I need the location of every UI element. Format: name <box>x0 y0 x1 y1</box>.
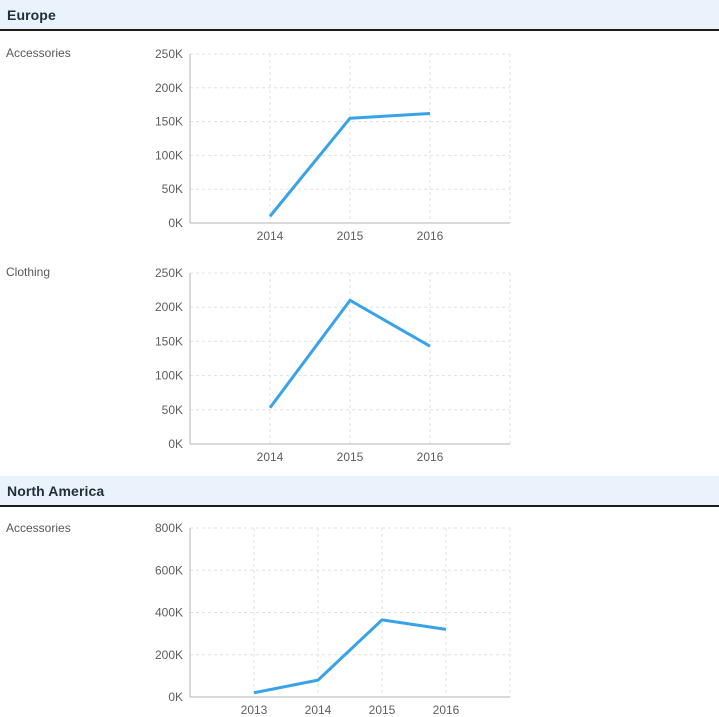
row-label-accessories: Accessories <box>6 46 71 60</box>
chart-box-na-accessories: 0K 200K 400K 600K 800K 2013 2014 2015 2016 <box>150 514 520 717</box>
x-tick-label: 2014 <box>257 229 284 243</box>
trend-line[interactable] <box>253 618 447 695</box>
line-chart-europe-accessories[interactable]: 0K 50K 100K 150K 200K 250K 2014 2015 2016 <box>150 40 520 248</box>
x-tick-label: 2016 <box>417 229 444 243</box>
y-tick-label: 0K <box>168 690 183 704</box>
line-chart-na-accessories[interactable]: 0K 200K 400K 600K 800K 2013 2014 2015 2016 <box>150 514 520 717</box>
y-tick-label: 250K <box>155 47 183 61</box>
x-tick-label: 2013 <box>241 703 268 717</box>
y-tick-label: 400K <box>155 606 183 620</box>
chart-box-europe-clothing: 0K 50K 100K 150K 200K 250K 2014 2015 2016 <box>150 259 520 474</box>
y-tick-label: 0K <box>168 437 183 451</box>
y-tick-label: 800K <box>155 521 183 535</box>
y-tick-label: 0K <box>168 216 183 230</box>
trend-line[interactable] <box>268 298 431 409</box>
axes <box>189 528 510 698</box>
y-tick-label: 50K <box>162 403 183 417</box>
x-tick-label: 2016 <box>433 703 460 717</box>
trend-line[interactable] <box>268 111 431 218</box>
section-title: North America <box>7 482 105 499</box>
y-tick-label: 200K <box>155 648 183 662</box>
y-tick-label: 100K <box>155 369 183 383</box>
axes <box>189 54 510 224</box>
y-tick-label: 600K <box>155 563 183 577</box>
section-header-north-america: North America <box>0 476 719 507</box>
y-tick-label: 50K <box>162 182 183 196</box>
y-tick-label: 150K <box>155 334 183 348</box>
x-tick-label: 2015 <box>369 703 396 717</box>
line-chart-europe-clothing[interactable]: 0K 50K 100K 150K 200K 250K 2014 2015 2016 <box>150 259 520 469</box>
x-tick-label: 2014 <box>257 450 284 464</box>
y-tick-label: 200K <box>155 81 183 95</box>
x-tick-label: 2015 <box>337 229 364 243</box>
section-title: Europe <box>7 6 56 23</box>
gridlines <box>190 527 511 697</box>
gridlines <box>190 53 511 223</box>
y-tick-label: 200K <box>155 300 183 314</box>
axes <box>189 273 510 445</box>
gridlines <box>190 272 511 444</box>
y-tick-label: 150K <box>155 115 183 129</box>
chart-box-europe-accessories: 0K 50K 100K 150K 200K 250K 2014 2015 2016 <box>150 40 520 253</box>
x-tick-label: 2014 <box>305 703 332 717</box>
x-tick-label: 2015 <box>337 450 364 464</box>
y-tick-label: 100K <box>155 148 183 162</box>
section-header-europe: Europe <box>0 0 719 31</box>
row-label-accessories-na: Accessories <box>6 521 71 535</box>
y-tick-label: 250K <box>155 266 183 280</box>
row-label-clothing: Clothing <box>6 265 51 279</box>
x-tick-label: 2016 <box>417 450 444 464</box>
